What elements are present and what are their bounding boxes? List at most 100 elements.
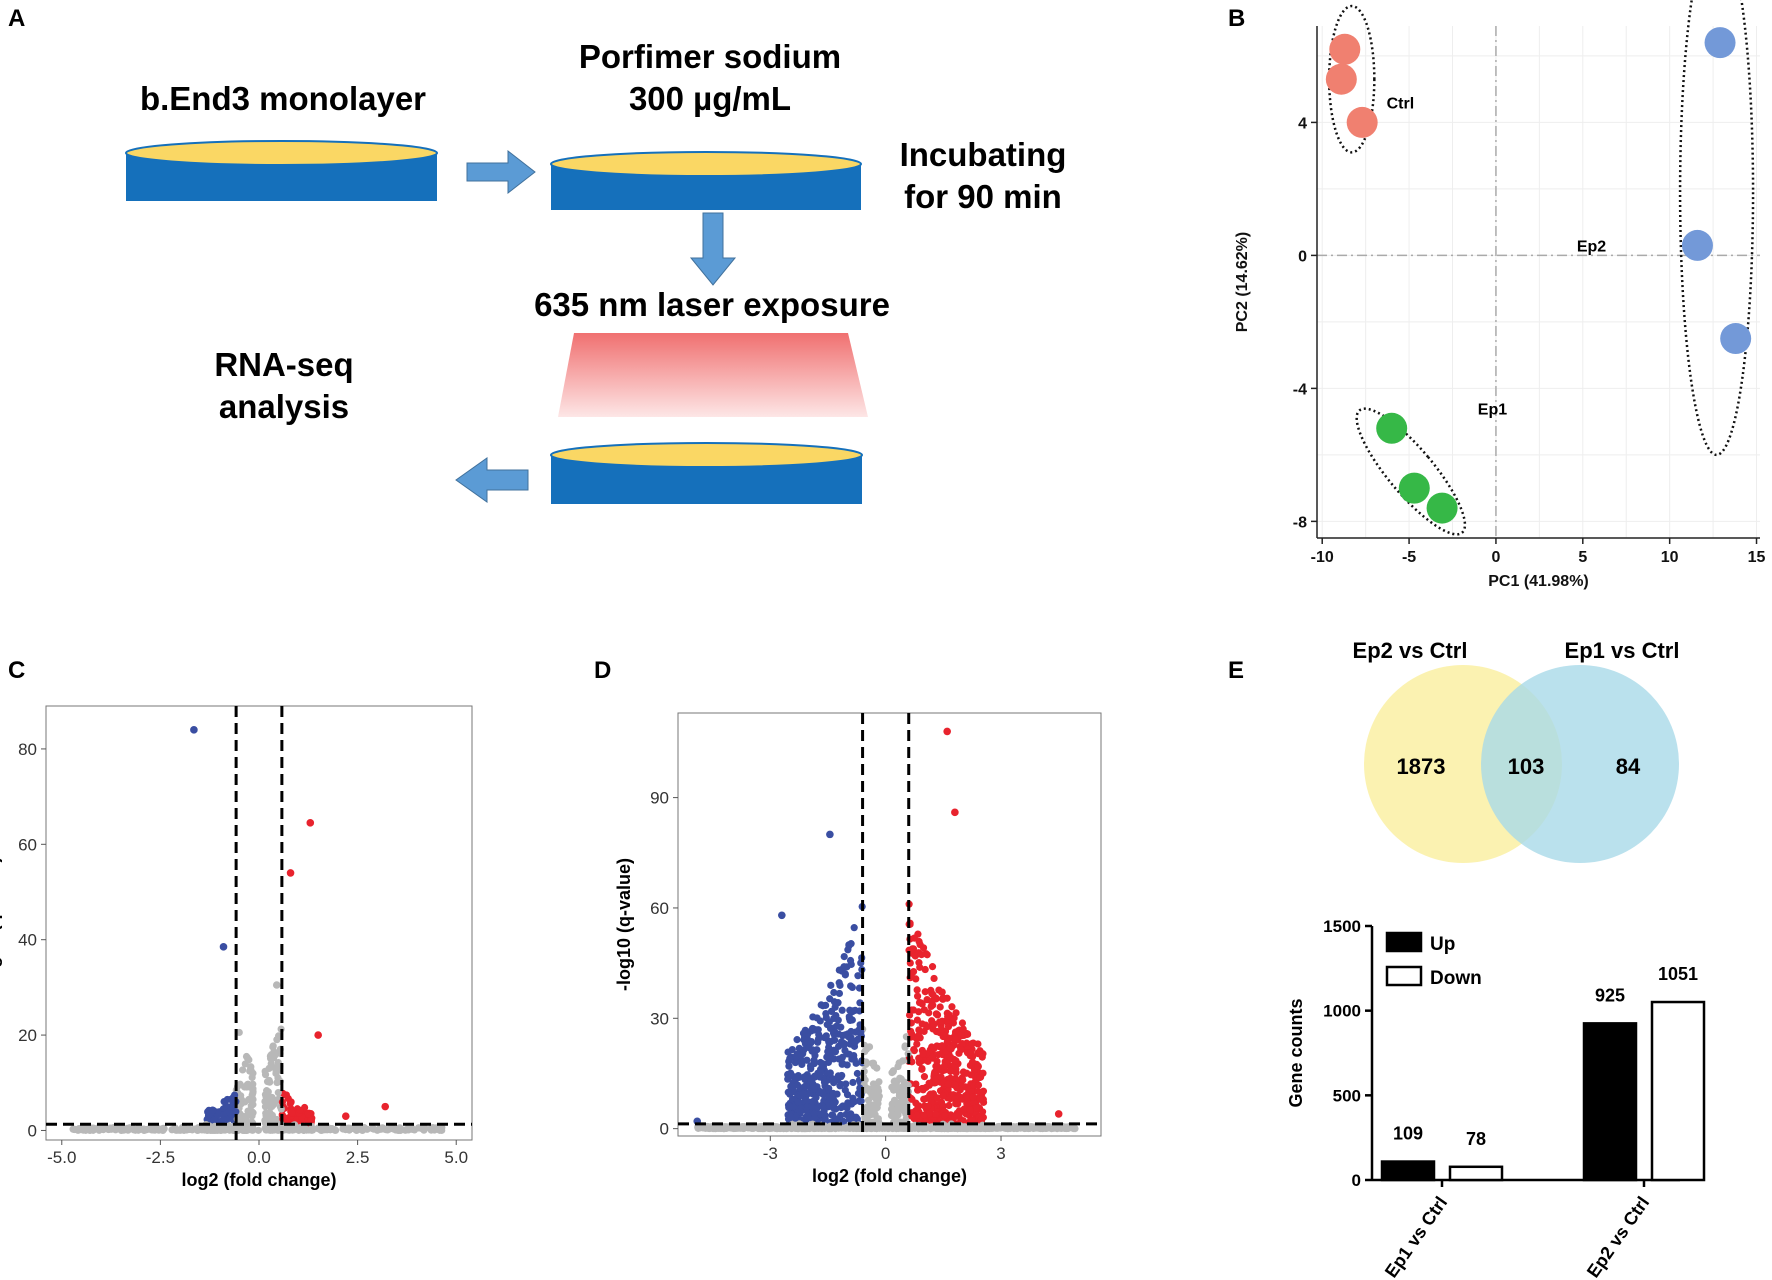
gene-point — [887, 1105, 896, 1113]
gene-point — [963, 1099, 971, 1107]
venn-count-ep1-only: 84 — [1616, 754, 1641, 779]
gene-point — [835, 989, 844, 998]
gene-point — [837, 1111, 845, 1119]
culture-dish-1 — [125, 140, 438, 201]
gene-point-outlier — [341, 1112, 350, 1120]
gene-point — [119, 1126, 128, 1134]
gene-point — [948, 1003, 956, 1011]
x-tick-label: -5.0 — [47, 1148, 76, 1167]
gene-point — [792, 1053, 800, 1061]
gene-point — [889, 1067, 897, 1075]
group-label-ep2: Ep2 — [1577, 238, 1606, 255]
pca-plot: -10 -5 0 5 10 15 -8 -4 0 4 PC1 (41.98%) PC2 (14.62%… — [1234, 0, 1766, 590]
plot-area — [1317, 26, 1760, 538]
gene-point — [974, 1062, 982, 1071]
gene-point — [873, 1115, 881, 1123]
gene-point — [204, 1111, 213, 1119]
gene-point — [976, 1095, 984, 1103]
gene-point — [935, 1124, 943, 1132]
y-tick-label: 80 — [18, 740, 37, 759]
gene-point — [1022, 1124, 1030, 1132]
panel-b-label: B — [1228, 5, 1245, 32]
gene-point — [427, 1125, 435, 1133]
panel-e: E Ep2 vs Ctrl Ep1 vs Ctrl 1873 103 84 0 500 10… — [1228, 638, 1706, 1280]
gene-point — [921, 988, 929, 996]
gene-point — [968, 1088, 976, 1096]
panel-a-label: A — [8, 5, 25, 32]
x-axis-title: log2 (fold change) — [182, 1170, 337, 1190]
gene-point — [911, 952, 919, 960]
gene-point — [864, 1084, 872, 1093]
gene-point — [263, 1087, 271, 1095]
venn-count-ep2-only: 1873 — [1397, 754, 1446, 779]
gene-point — [830, 988, 838, 997]
rnaseq-text-line1: RNA-seq — [214, 346, 353, 383]
arrow-down-icon — [689, 212, 737, 286]
x-tick-label: 3 — [996, 1144, 1005, 1163]
gene-point — [796, 1084, 804, 1092]
y-tick-label: 30 — [650, 1009, 669, 1028]
gene-point — [952, 1069, 960, 1077]
gene-point — [720, 1125, 728, 1133]
gene-point — [823, 1053, 831, 1061]
gene-point — [178, 1124, 187, 1132]
gene-point — [243, 1083, 251, 1091]
gene-point — [848, 983, 856, 992]
gene-point — [762, 1124, 770, 1132]
gene-point — [269, 1042, 277, 1050]
gene-point — [894, 1062, 902, 1071]
gene-point — [831, 1036, 839, 1044]
gene-point — [937, 1073, 945, 1081]
gene-point — [955, 1110, 963, 1119]
gene-point — [938, 1042, 946, 1050]
culture-dish-2 — [550, 151, 862, 210]
gene-point — [796, 1107, 804, 1116]
gene-point — [913, 992, 922, 1000]
gene-point — [968, 1040, 976, 1048]
gene-point — [914, 1085, 923, 1094]
gene-point — [963, 1069, 971, 1077]
gene-point — [945, 1101, 953, 1110]
gene-point — [845, 1013, 853, 1021]
gene-point — [787, 1069, 795, 1077]
gene-point-outlier — [272, 981, 281, 989]
y-tick-label: 60 — [650, 899, 669, 918]
gene-point — [918, 1020, 926, 1028]
gene-point — [436, 1126, 444, 1134]
venn-count-intersection: 103 — [1508, 754, 1545, 779]
x-tick-label: 2.5 — [346, 1148, 370, 1167]
gene-point — [862, 1058, 870, 1066]
gene-point — [864, 1096, 873, 1104]
gene-point — [786, 1054, 794, 1063]
culture-dish-3 — [550, 442, 863, 504]
x-tick-label: Ep2 vs Ctrl — [1583, 1193, 1653, 1280]
gene-point — [841, 1031, 849, 1039]
gene-point — [875, 1078, 883, 1086]
gene-point — [742, 1123, 750, 1132]
gene-point — [913, 1016, 921, 1024]
x-tick-label: 0 — [881, 1144, 890, 1163]
gene-point — [802, 1083, 810, 1091]
gene-point — [929, 991, 937, 999]
bar-down — [1448, 1165, 1504, 1182]
gene-point — [220, 1116, 228, 1124]
gene-point — [979, 1069, 987, 1077]
group-label-ctrl: Ctrl — [1387, 95, 1415, 112]
y-tick-label: 1500 — [1323, 917, 1361, 936]
y-tick-label: 40 — [18, 931, 37, 950]
gene-point — [930, 974, 938, 983]
gene-point — [1050, 1124, 1058, 1132]
gene-point — [915, 1008, 923, 1016]
gene-point — [826, 995, 834, 1003]
arrow-right-icon — [466, 149, 536, 195]
gene-point — [946, 1044, 954, 1052]
gene-point — [849, 1007, 857, 1015]
gene-point — [920, 1111, 928, 1119]
gene-point — [841, 970, 849, 978]
gene-point — [222, 1126, 230, 1134]
porfimer-text-line2: 300 µg/mL — [629, 80, 791, 117]
gene-point — [946, 1067, 955, 1075]
gene-point — [850, 1098, 858, 1106]
gene-point — [969, 1093, 977, 1101]
